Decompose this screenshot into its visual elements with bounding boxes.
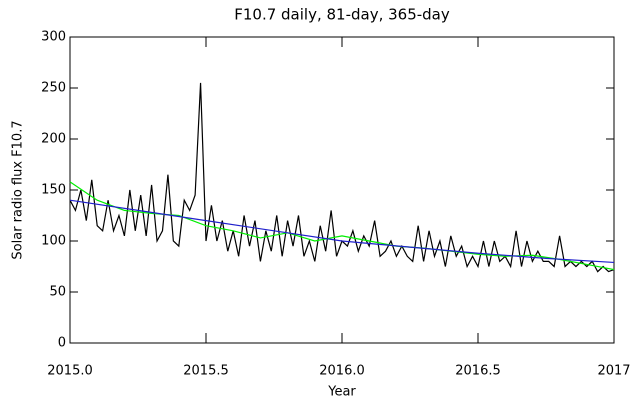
series-line — [69, 199, 615, 264]
series-line — [69, 181, 615, 271]
series-line — [69, 82, 615, 273]
y-tick-label: 300 — [41, 30, 66, 45]
chart-title: F10.7 daily, 81-day, 365-day — [234, 6, 450, 24]
x-tick-label: 2017 — [597, 364, 630, 379]
x-tick-label: 2015.0 — [47, 364, 93, 379]
x-tick-label: 2016.5 — [455, 364, 501, 379]
y-tick-label: 200 — [41, 132, 66, 147]
y-tick-label: 50 — [49, 285, 66, 300]
x-tick-label: 2015.5 — [183, 364, 229, 379]
y-tick-label: 100 — [41, 234, 66, 249]
x-axis-label: Year — [327, 385, 356, 400]
y-tick-label: 0 — [58, 336, 66, 351]
y-axis-label: Solar radio flux F10.7 — [11, 120, 26, 259]
y-tick-label: 250 — [41, 81, 66, 96]
y-tick-label: 150 — [41, 183, 66, 198]
x-tick-label: 2016.0 — [319, 364, 365, 379]
